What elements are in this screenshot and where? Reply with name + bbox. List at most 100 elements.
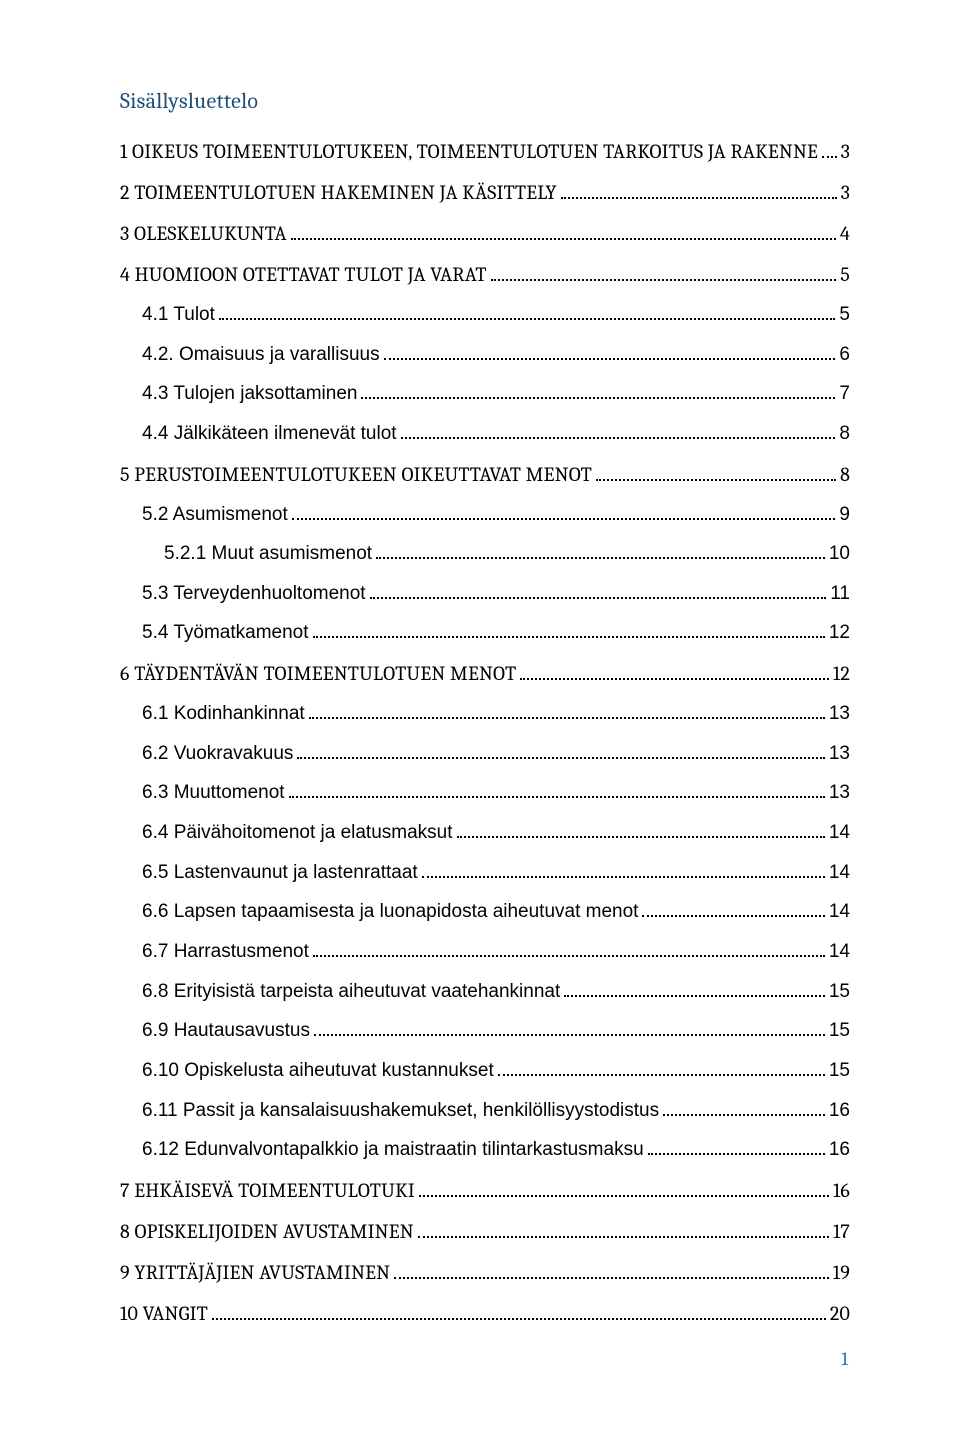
toc-entry-label: 4.2. Omaisuus ja varallisuus [142,342,380,368]
toc-entry-page: 8 [839,421,850,447]
toc-leader [384,343,836,360]
toc-entry-page: 17 [833,1218,850,1245]
toc-leader [292,502,836,519]
toc-entry-label: 3 OLESKELUKUNTA [120,220,287,247]
toc-entry-page: 12 [829,620,850,646]
toc-entry-page: 14 [829,899,850,925]
toc-entry-page: 16 [829,1098,850,1124]
toc-entry-label: 5.2 Asumismenot [142,502,288,528]
toc-leader [314,1019,825,1036]
toc-entry-page: 14 [829,939,850,965]
toc-entry: 6.10 Opiskelusta aiheutuvat kustannukset… [120,1058,850,1084]
toc-entry: 9 YRITTÄJÄJIEN AVUSTAMINEN 19 [120,1259,850,1286]
toc-entry-page: 15 [829,979,850,1005]
toc-leader [648,1138,825,1155]
toc-entry: 6.3 Muuttomenot 13 [120,780,850,806]
toc-entry-label: 4.1 Tulot [142,302,215,328]
toc-entry-page: 15 [829,1058,850,1084]
toc-entry-page: 16 [829,1137,850,1163]
toc-entry-page: 3 [841,179,850,206]
toc-leader [822,141,837,158]
page: Sisällysluettelo 1 OIKEUS TOIMEENTULOTUK… [0,0,960,1430]
toc-leader [219,303,836,320]
toc-entry-page: 8 [840,461,850,488]
toc-leader [291,223,836,240]
toc-leader [289,781,825,798]
toc-leader [564,980,825,997]
toc-entry-label: 7 EHKÄISEVÄ TOIMEENTULOTUKI [120,1177,415,1204]
toc-entry: 10 VANGIT 20 [120,1300,850,1327]
toc-entry-label: 6.12 Edunvalvontapalkkio ja maistraatin … [142,1137,644,1163]
toc-leader [491,264,837,281]
toc-leader [419,1180,829,1197]
toc-entry: 5 PERUSTOIMEENTULOTUKEEN OIKEUTTAVAT MEN… [120,461,850,488]
toc-entry: 6.8 Erityisistä tarpeista aiheutuvat vaa… [120,979,850,1005]
toc-leader [297,742,824,759]
toc-entry: 6.7 Harrastusmenot 14 [120,939,850,965]
toc-entry: 1 OIKEUS TOIMEENTULOTUKEEN, TOIMEENTULOT… [120,138,850,165]
toc-entry-page: 14 [829,820,850,846]
toc-entry-page: 9 [839,502,850,528]
toc-leader [596,463,836,480]
toc-entry: 4.3 Tulojen jaksottaminen 7 [120,381,850,407]
toc-entry: 5.2.1 Muut asumismenot 10 [120,541,850,567]
toc-entry-label: 4 HUOMIOON OTETTAVAT TULOT JA VARAT [120,261,487,288]
toc-leader [212,1303,826,1320]
toc-leader [394,1262,829,1279]
toc-entry-label: 5.4 Työmatkamenot [142,620,309,646]
toc-entry-label: 2 TOIMEENTULOTUEN HAKEMINEN JA KÄSITTELY [120,179,557,206]
toc-entry: 6.2 Vuokravakuus 13 [120,741,850,767]
toc-entry-label: 10 VANGIT [120,1300,208,1327]
toc-entry: 2 TOIMEENTULOTUEN HAKEMINEN JA KÄSITTELY… [120,179,850,206]
toc-entry-page: 10 [829,541,850,567]
toc-leader [642,900,824,917]
toc-entry-page: 19 [833,1259,850,1286]
toc-leader [376,542,825,559]
toc-entry-label: 8 OPISKELIJOIDEN AVUSTAMINEN [120,1218,414,1245]
toc-entry: 6.4 Päivähoitomenot ja elatusmaksut 14 [120,820,850,846]
toc-entry-label: 6.5 Lastenvaunut ja lastenrattaat [142,860,418,886]
toc-entry-page: 20 [830,1300,850,1327]
toc-entry: 6.9 Hautausavustus 15 [120,1018,850,1044]
toc-entry-page: 13 [829,780,850,806]
toc-entry-page: 4 [840,220,850,247]
toc-leader [313,621,825,638]
toc-entry-page: 5 [840,261,850,288]
toc-entry-label: 6.7 Harrastusmenot [142,939,309,965]
toc-entry-page: 12 [833,660,850,687]
toc-entry: 6.11 Passit ja kansalaisuushakemukset, h… [120,1098,850,1124]
toc-entry-label: 4.4 Jälkikäteen ilmenevät tulot [142,421,397,447]
toc-entry-page: 14 [829,860,850,886]
toc-entry-label: 1 OIKEUS TOIMEENTULOTUKEEN, TOIMEENTULOT… [120,138,818,165]
toc-entry-label: 6.1 Kodinhankinnat [142,701,305,727]
toc-entry: 8 OPISKELIJOIDEN AVUSTAMINEN 17 [120,1218,850,1245]
toc-entry-label: 9 YRITTÄJÄJIEN AVUSTAMINEN [120,1259,390,1286]
toc-entry: 5.2 Asumismenot 9 [120,502,850,528]
toc-leader [309,702,825,719]
toc-entry: 4.2. Omaisuus ja varallisuus 6 [120,342,850,368]
toc-entry: 4.4 Jälkikäteen ilmenevät tulot 8 [120,421,850,447]
toc-entry-label: 5 PERUSTOIMEENTULOTUKEEN OIKEUTTAVAT MEN… [120,461,592,488]
toc-entry-label: 6.11 Passit ja kansalaisuushakemukset, h… [142,1098,659,1124]
toc-list: 1 OIKEUS TOIMEENTULOTUKEEN, TOIMEENTULOT… [120,138,850,1327]
toc-entry: 7 EHKÄISEVÄ TOIMEENTULOTUKI 16 [120,1177,850,1204]
toc-entry: 5.4 Työmatkamenot 12 [120,620,850,646]
toc-entry-page: 13 [829,741,850,767]
toc-entry-page: 16 [833,1177,850,1204]
toc-leader [561,182,837,199]
toc-entry: 4 HUOMIOON OTETTAVAT TULOT JA VARAT 5 [120,261,850,288]
toc-entry-page: 5 [839,302,850,328]
toc-entry-label: 6 TÄYDENTÄVÄN TOIMEENTULOTUEN MENOT [120,660,516,687]
toc-leader [313,940,825,957]
toc-entry: 3 OLESKELUKUNTA 4 [120,220,850,247]
toc-entry-page: 13 [829,701,850,727]
toc-entry-label: 6.8 Erityisistä tarpeista aiheutuvat vaa… [142,979,560,1005]
toc-entry-label: 5.2.1 Muut asumismenot [164,541,372,567]
toc-entry: 6.6 Lapsen tapaamisesta ja luonapidosta … [120,899,850,925]
toc-entry-page: 15 [829,1018,850,1044]
toc-entry-label: 6.4 Päivähoitomenot ja elatusmaksut [142,820,453,846]
toc-entry: 6.1 Kodinhankinnat 13 [120,701,850,727]
page-number: 1 [841,1348,848,1370]
toc-leader [663,1098,825,1115]
toc-leader [520,663,829,680]
